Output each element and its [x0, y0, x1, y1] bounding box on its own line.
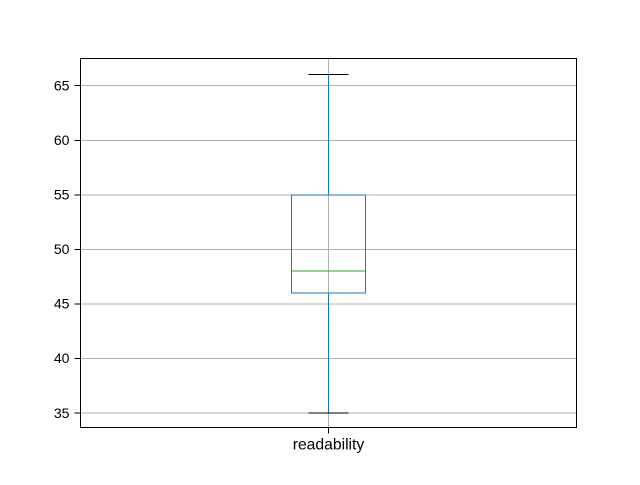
svg-text:50: 50 [54, 241, 70, 257]
svg-text:45: 45 [54, 296, 70, 312]
svg-text:35: 35 [54, 405, 70, 421]
svg-text:65: 65 [54, 77, 70, 93]
svg-text:40: 40 [54, 350, 70, 366]
svg-text:60: 60 [54, 132, 70, 148]
svg-text:readability: readability [293, 437, 365, 454]
svg-text:55: 55 [54, 187, 70, 203]
